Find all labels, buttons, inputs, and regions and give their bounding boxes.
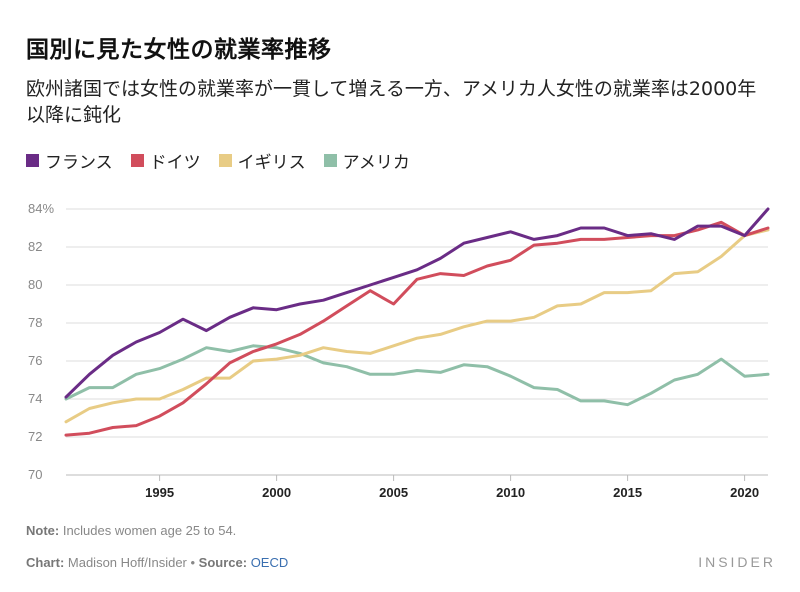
legend-item-france: フランス bbox=[26, 148, 113, 173]
y-tick-label-70: 70 bbox=[28, 467, 42, 482]
chart-title: 国別に見た女性の就業率推移 bbox=[26, 37, 332, 63]
x-tick-label-2015: 2015 bbox=[613, 485, 642, 500]
source-label: Source: bbox=[198, 555, 248, 570]
x-tick-label-2010: 2010 bbox=[496, 485, 525, 500]
legend-item-uk: イギリス bbox=[218, 148, 306, 173]
x-tick-label-2005: 2005 bbox=[379, 485, 408, 500]
line-chart: 70 72 74 76 78 80 82 84% 1995 2000 2005 2010 2015 202… bbox=[28, 201, 770, 500]
legend-swatch-usa bbox=[323, 154, 337, 167]
legend-label-uk: イギリス bbox=[237, 153, 306, 173]
series-line-uk bbox=[64, 228, 770, 424]
legend-item-germany: ドイツ bbox=[130, 148, 201, 173]
insider-logo: INSIDER bbox=[698, 554, 776, 570]
chart-note: Note: Includes women age 25 to 54. bbox=[26, 523, 236, 538]
chart-subtitle: 欧州諸国では女性の就業率が一貫して増える一方、アメリカ人女性の就業率は2000年… bbox=[26, 78, 757, 126]
legend-label-usa: アメリカ bbox=[342, 153, 410, 173]
y-tick-label-74: 74 bbox=[28, 391, 42, 406]
y-tick-label-78: 78 bbox=[28, 315, 42, 330]
legend-swatch-france bbox=[26, 154, 39, 167]
source-link[interactable]: OECD bbox=[250, 555, 289, 570]
credit-author: Madison Hoff/Insider • bbox=[64, 555, 199, 570]
y-tick-label-72: 72 bbox=[28, 429, 42, 444]
chart-credit: Chart: Madison Hoff/Insider • Source: OE… bbox=[26, 555, 288, 570]
x-tick-label-2000: 2000 bbox=[262, 485, 291, 500]
legend-swatch-uk bbox=[218, 154, 232, 167]
y-tick-label-84: 84% bbox=[28, 201, 54, 216]
series-line-usa bbox=[64, 344, 770, 407]
x-tick-label-1995: 1995 bbox=[145, 485, 174, 500]
series-line-france bbox=[64, 207, 770, 399]
credit-label: Chart: bbox=[26, 555, 65, 570]
legend-swatch-germany bbox=[130, 154, 144, 167]
x-tick-label-2020: 2020 bbox=[730, 485, 759, 500]
series-line-germany bbox=[64, 220, 770, 437]
y-tick-label-82: 82 bbox=[28, 239, 42, 254]
legend-item-usa: アメリカ bbox=[323, 148, 410, 173]
legend: フランス ドイツ イギリス アメリカ bbox=[26, 148, 410, 173]
y-tick-label-80: 80 bbox=[28, 277, 42, 292]
y-tick-label-76: 76 bbox=[28, 353, 42, 368]
note-label: Note: bbox=[26, 523, 60, 538]
legend-label-france: フランス bbox=[45, 153, 113, 173]
note-text: Includes women age 25 to 54. bbox=[59, 523, 237, 538]
legend-label-germany: ドイツ bbox=[149, 153, 201, 173]
